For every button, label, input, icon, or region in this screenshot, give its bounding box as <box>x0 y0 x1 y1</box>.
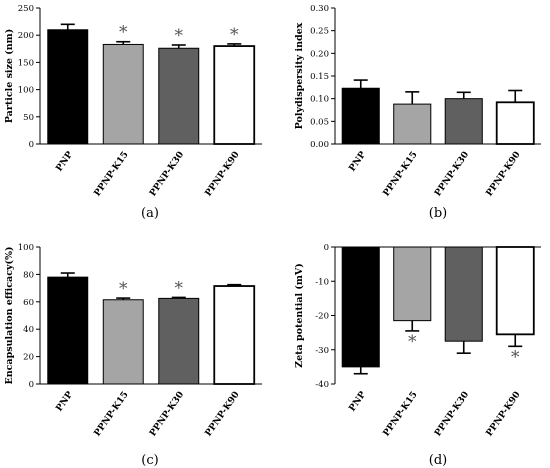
panel-c-label: (c) <box>141 453 158 468</box>
panel-d-significance-marker: * <box>408 332 417 352</box>
panel-a-y-tick-label: 100 <box>18 86 34 96</box>
panel-d-category-label: PNP <box>348 390 369 414</box>
panel-d-bar-PNP <box>341 246 380 368</box>
panel-a-bar-PPNP-K15 <box>102 43 144 145</box>
panel-c-y-axis-label: Encapsulation efficacy(%) <box>4 246 15 384</box>
panel-a-category-label: PPNP-K90 <box>204 150 242 198</box>
panel-b-y-tick-label: 0.05 <box>310 117 329 127</box>
panel-a-category-label: PPNP-K15 <box>93 150 131 198</box>
panel-a-category-label: PNP <box>55 150 76 174</box>
panel-d-y-tick-label: -40 <box>315 380 329 390</box>
panel-c-y-tick-label: 40 <box>23 325 34 335</box>
panel-c-bar-PPNP-K90 <box>213 285 256 385</box>
panel-c-y-tick-label: 100 <box>18 243 34 253</box>
panel-a-bar-PPNP-K30 <box>158 47 200 145</box>
panel-d-y-axis-label: Zeta potential (mV) <box>294 263 305 368</box>
panel-d-y-tick-label: -10 <box>315 277 329 287</box>
panel-c-y-tick-label: 80 <box>23 270 34 280</box>
panel-a-y-axis-label: Particle size (nm) <box>4 29 15 123</box>
panel-c-category-label: PPNP-K15 <box>93 390 131 438</box>
panel-a-label: (a) <box>141 206 159 221</box>
panel-c-category-label: PPNP-K90 <box>204 390 242 438</box>
panel-b-y-tick-label: 0.10 <box>310 95 329 105</box>
panel-d-bar-PPNP-K15 <box>393 246 432 322</box>
panel-a-y-tick-label: 0 <box>29 140 34 150</box>
panel-a-category-label: PPNP-K30 <box>148 150 186 198</box>
panel-d-y-tick-label: -30 <box>315 346 329 356</box>
panel-d-category-label: PPNP-K90 <box>485 390 523 438</box>
panel-d-significance-marker: * <box>511 347 520 367</box>
panel-b-y-tick-label: 0.25 <box>310 27 329 37</box>
panel-b-label: (b) <box>429 206 447 221</box>
panel-c-category-label: PNP <box>55 390 76 414</box>
panel-d-category-label: PPNP-K15 <box>382 390 420 438</box>
panel-a-y-tick-label: 250 <box>18 4 34 14</box>
panel-b-category-label: PPNP-K90 <box>485 150 523 198</box>
panel-c-bar-PPNP-K15 <box>102 299 144 385</box>
panel-d-category-label: PPNP-K30 <box>433 390 471 438</box>
panel-b-y-axis-label: Polydispersity index <box>294 22 305 129</box>
panel-c-category-label: PPNP-K30 <box>148 390 186 438</box>
panel-c-y-tick-label: 20 <box>23 353 34 363</box>
panel-c-significance-marker: * <box>119 279 128 299</box>
panel-d-label: (d) <box>429 453 447 468</box>
panel-b-y-tick-label: 0.00 <box>310 140 329 150</box>
panel-d-bar-PPNP-K90 <box>495 246 535 336</box>
panel-a-bar-PNP <box>47 29 89 145</box>
panel-a-y-tick-label: 150 <box>18 58 34 68</box>
panel-b-y-tick-label: 0.20 <box>310 49 329 59</box>
panel-a-significance-marker: * <box>175 26 184 46</box>
panel-c-y-tick-label: 60 <box>23 298 34 308</box>
panel-c-significance-marker: * <box>175 278 184 298</box>
panel-d-y-tick-label: -20 <box>315 312 329 322</box>
panel-b-y-tick-label: 0.30 <box>310 4 329 14</box>
panel-d-y-tick-label: 0 <box>324 243 329 253</box>
panel-c-bar-PNP <box>47 276 89 385</box>
panel-b-bar-PPNP-K90 <box>495 101 535 145</box>
panel-b-category-label: PNP <box>348 150 369 174</box>
panel-b-y-tick-label: 0.15 <box>310 72 329 82</box>
panel-c-bar-PPNP-K30 <box>158 297 200 385</box>
panel-c-y-tick-label: 0 <box>29 380 34 390</box>
panel-a-significance-marker: * <box>119 23 128 43</box>
panel-b-bar-PPNP-K30 <box>444 98 483 145</box>
panel-b-category-label: PPNP-K15 <box>382 150 420 198</box>
panel-b-category-label: PPNP-K30 <box>433 150 471 198</box>
panel-b-bar-PNP <box>341 87 380 145</box>
panel-a-y-tick-label: 200 <box>18 31 34 41</box>
panel-d-bar-PPNP-K30 <box>444 246 483 342</box>
panel-b-bar-PPNP-K15 <box>393 103 432 145</box>
panel-a-significance-marker: * <box>230 25 239 45</box>
panel-a-bar-PPNP-K90 <box>213 45 256 145</box>
panel-a-y-tick-label: 50 <box>23 113 34 123</box>
